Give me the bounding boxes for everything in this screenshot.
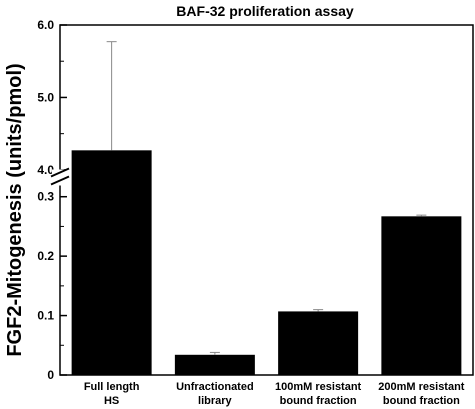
chart-title: BAF-32 proliferation assay bbox=[176, 3, 354, 19]
bar bbox=[381, 216, 462, 375]
x-tick-label: bound fraction bbox=[383, 395, 460, 407]
plot-area: 0 0.1 0.2 0.3 4.0 5.0 6.0 Full length HS Unfracti… bbox=[37, 18, 474, 407]
bar bbox=[174, 354, 255, 375]
y-tick-label: 0 bbox=[47, 368, 54, 382]
x-tick-label: library bbox=[198, 395, 233, 407]
x-tick-label: 200mM resistant bbox=[378, 381, 465, 393]
x-tick-label: Full length bbox=[84, 381, 140, 393]
y-tick-label: 4.0 bbox=[37, 163, 54, 177]
x-tick-label: bound fraction bbox=[280, 395, 357, 407]
axis-break-mark bbox=[50, 167, 70, 178]
y-tick-label: 5.0 bbox=[37, 90, 54, 104]
y-axis-label: FGF2-Mitogenesis (units/pmol) bbox=[4, 63, 26, 356]
y-tick-label: 6.0 bbox=[37, 18, 54, 32]
y-tick-label: 0.1 bbox=[37, 309, 54, 323]
y-tick-label: 0.3 bbox=[37, 190, 54, 204]
plot-frame bbox=[59, 24, 474, 376]
x-tick-label: Unfractionated bbox=[176, 381, 254, 393]
axis-break-mark bbox=[50, 175, 70, 186]
bar bbox=[71, 150, 152, 375]
x-tick-label: HS bbox=[104, 395, 119, 407]
x-tick-label: 100mM resistant bbox=[275, 381, 362, 393]
y-tick-label: 0.2 bbox=[37, 249, 54, 263]
bar bbox=[278, 311, 359, 375]
